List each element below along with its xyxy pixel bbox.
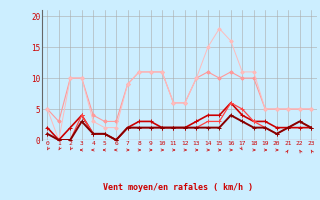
- Text: Vent moyen/en rafales ( km/h ): Vent moyen/en rafales ( km/h ): [103, 183, 252, 192]
